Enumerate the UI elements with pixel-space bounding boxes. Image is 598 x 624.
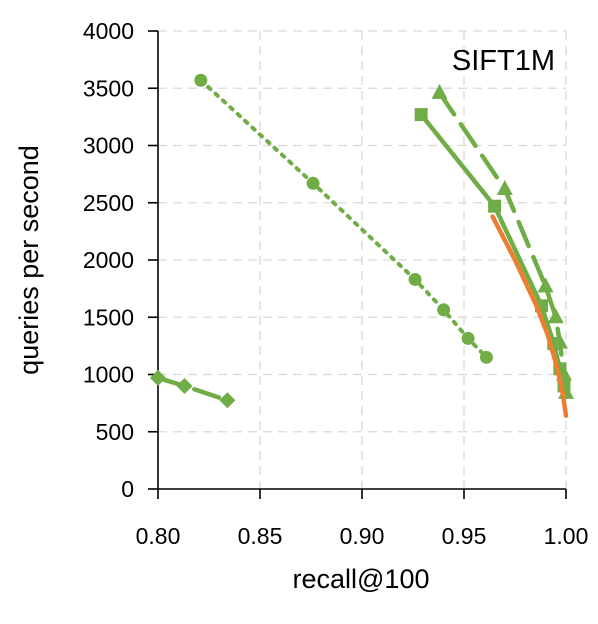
y-axis-label: queries per second	[14, 145, 44, 375]
data-point-circle	[479, 350, 493, 364]
x-tick-label: 0.80	[136, 523, 181, 549]
x-tick-label: 1.00	[544, 523, 589, 549]
y-tick-label: 3000	[83, 133, 134, 159]
x-axis-label: recall@100	[293, 564, 430, 594]
data-point-circle	[306, 176, 320, 190]
series-2	[150, 369, 236, 409]
series-line	[437, 90, 569, 396]
data-point-diamond	[219, 392, 236, 409]
data-point-circle	[408, 272, 422, 286]
chart-title: SIFT1M	[452, 45, 555, 77]
data-point-triangle	[496, 180, 513, 196]
data-point-triangle	[431, 83, 448, 99]
series-line	[155, 375, 230, 403]
series-3	[414, 108, 571, 393]
data-point-triangle	[547, 308, 564, 324]
data-point-square	[414, 108, 428, 122]
data-point-circle	[194, 73, 208, 87]
series-5	[490, 214, 569, 418]
x-tick-labels: 0.80 0.85 0.90 0.95 1.00	[136, 523, 589, 549]
y-tick-label: 4000	[83, 18, 134, 44]
data-point-triangle	[537, 277, 554, 293]
grid-lines	[158, 30, 567, 489]
y-tick-labels: 0 500 1000 1500 2000 2500 3000 3500 4000	[83, 18, 134, 502]
data-point-circle	[461, 331, 475, 345]
data-series	[150, 73, 574, 418]
y-tick-label: 2000	[83, 247, 134, 273]
y-tick-label: 2500	[83, 190, 134, 216]
series-line	[198, 78, 489, 360]
y-tick-label: 1000	[83, 362, 134, 388]
axes	[148, 30, 567, 499]
y-tick-label: 500	[96, 419, 134, 445]
data-point-diamond	[150, 369, 166, 386]
y-tick-label: 1500	[83, 304, 134, 330]
data-point-triangle	[551, 333, 568, 349]
data-point-square	[488, 199, 502, 213]
series-line	[418, 112, 567, 389]
data-point-diamond	[176, 377, 193, 394]
series-line	[490, 214, 569, 418]
series-1	[194, 73, 493, 364]
x-tick-label: 0.90	[340, 523, 385, 549]
y-tick-label: 0	[121, 476, 134, 502]
x-tick-label: 0.95	[442, 523, 487, 549]
x-tick-label: 0.85	[238, 523, 283, 549]
y-tick-label: 3500	[83, 75, 134, 101]
data-point-circle	[437, 303, 451, 317]
